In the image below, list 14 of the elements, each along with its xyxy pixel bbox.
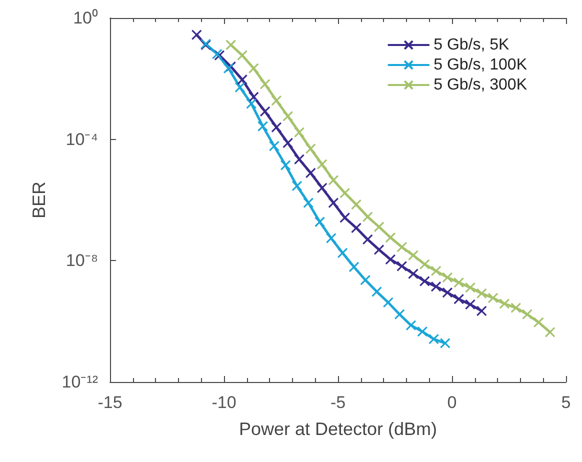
x-tick-label: -5 (330, 393, 346, 412)
x-axis-title: Power at Detector (dBm) (238, 419, 438, 439)
y-axis-title: BER (29, 181, 49, 219)
y-tick-label: 10⁰ (73, 8, 98, 28)
legend-label: 5 Gb/s, 300K (434, 76, 528, 94)
x-tick-label: -10 (212, 393, 236, 412)
legend-label: 5 Gb/s, 5K (434, 36, 510, 54)
x-tick-label: 0 (447, 393, 457, 412)
legend-label: 5 Gb/s, 100K (434, 56, 528, 74)
y-tick-label: 10⁻⁸ (66, 251, 98, 270)
x-tick-label: 5 (561, 393, 571, 412)
y-tick-label: 10⁻⁴ (66, 130, 98, 149)
x-tick-label: -15 (98, 393, 122, 412)
y-tick-label: 10⁻¹² (62, 372, 98, 392)
